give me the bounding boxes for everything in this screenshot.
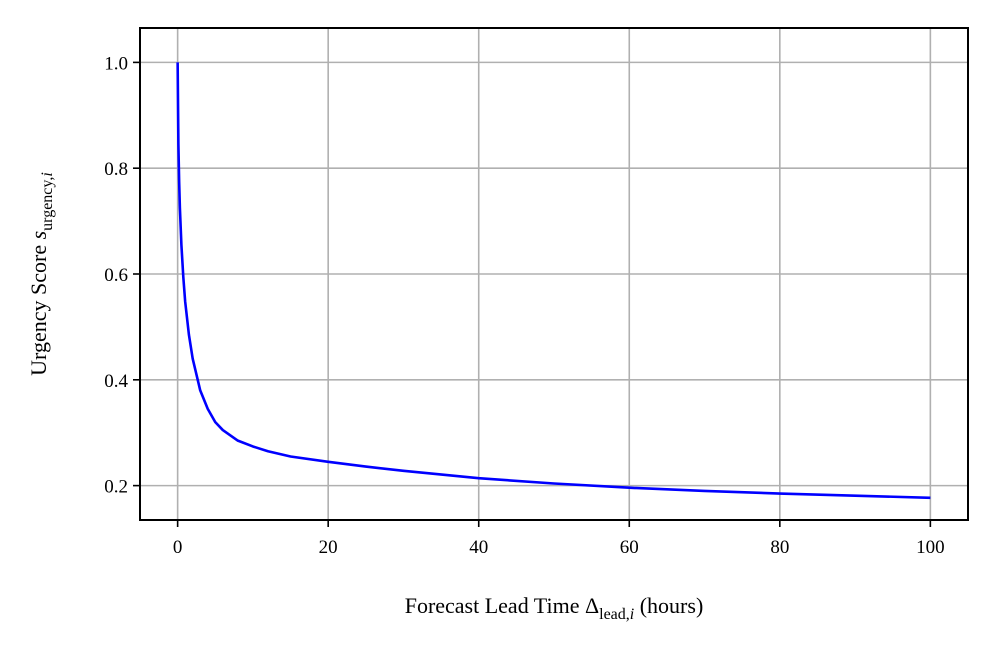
x-axis-label: Forecast Lead Time Δlead,i (hours) bbox=[405, 593, 704, 623]
y-tick-label: 0.4 bbox=[104, 371, 128, 392]
x-tick-label: 80 bbox=[770, 537, 789, 558]
ticks: 0 20 40 60 80 100 0.2 0.4 0.6 0.8 1.0 bbox=[104, 53, 944, 558]
y-tick-label: 0.6 bbox=[104, 265, 128, 286]
x-tick-label: 20 bbox=[319, 537, 338, 558]
x-tick-label: 0 bbox=[173, 537, 183, 558]
y-axis-label: Urgency Score surgency,i bbox=[26, 172, 56, 376]
x-tick-label: 40 bbox=[469, 537, 488, 558]
x-tick-label: 100 bbox=[916, 537, 945, 558]
y-tick-label: 0.2 bbox=[104, 477, 128, 498]
y-tick-label: 0.8 bbox=[104, 159, 128, 180]
y-tick-label: 1.0 bbox=[104, 53, 128, 74]
x-tick-label: 60 bbox=[620, 537, 639, 558]
series-line-0 bbox=[176, 62, 931, 500]
series-layer bbox=[176, 62, 931, 500]
grid bbox=[140, 28, 968, 520]
